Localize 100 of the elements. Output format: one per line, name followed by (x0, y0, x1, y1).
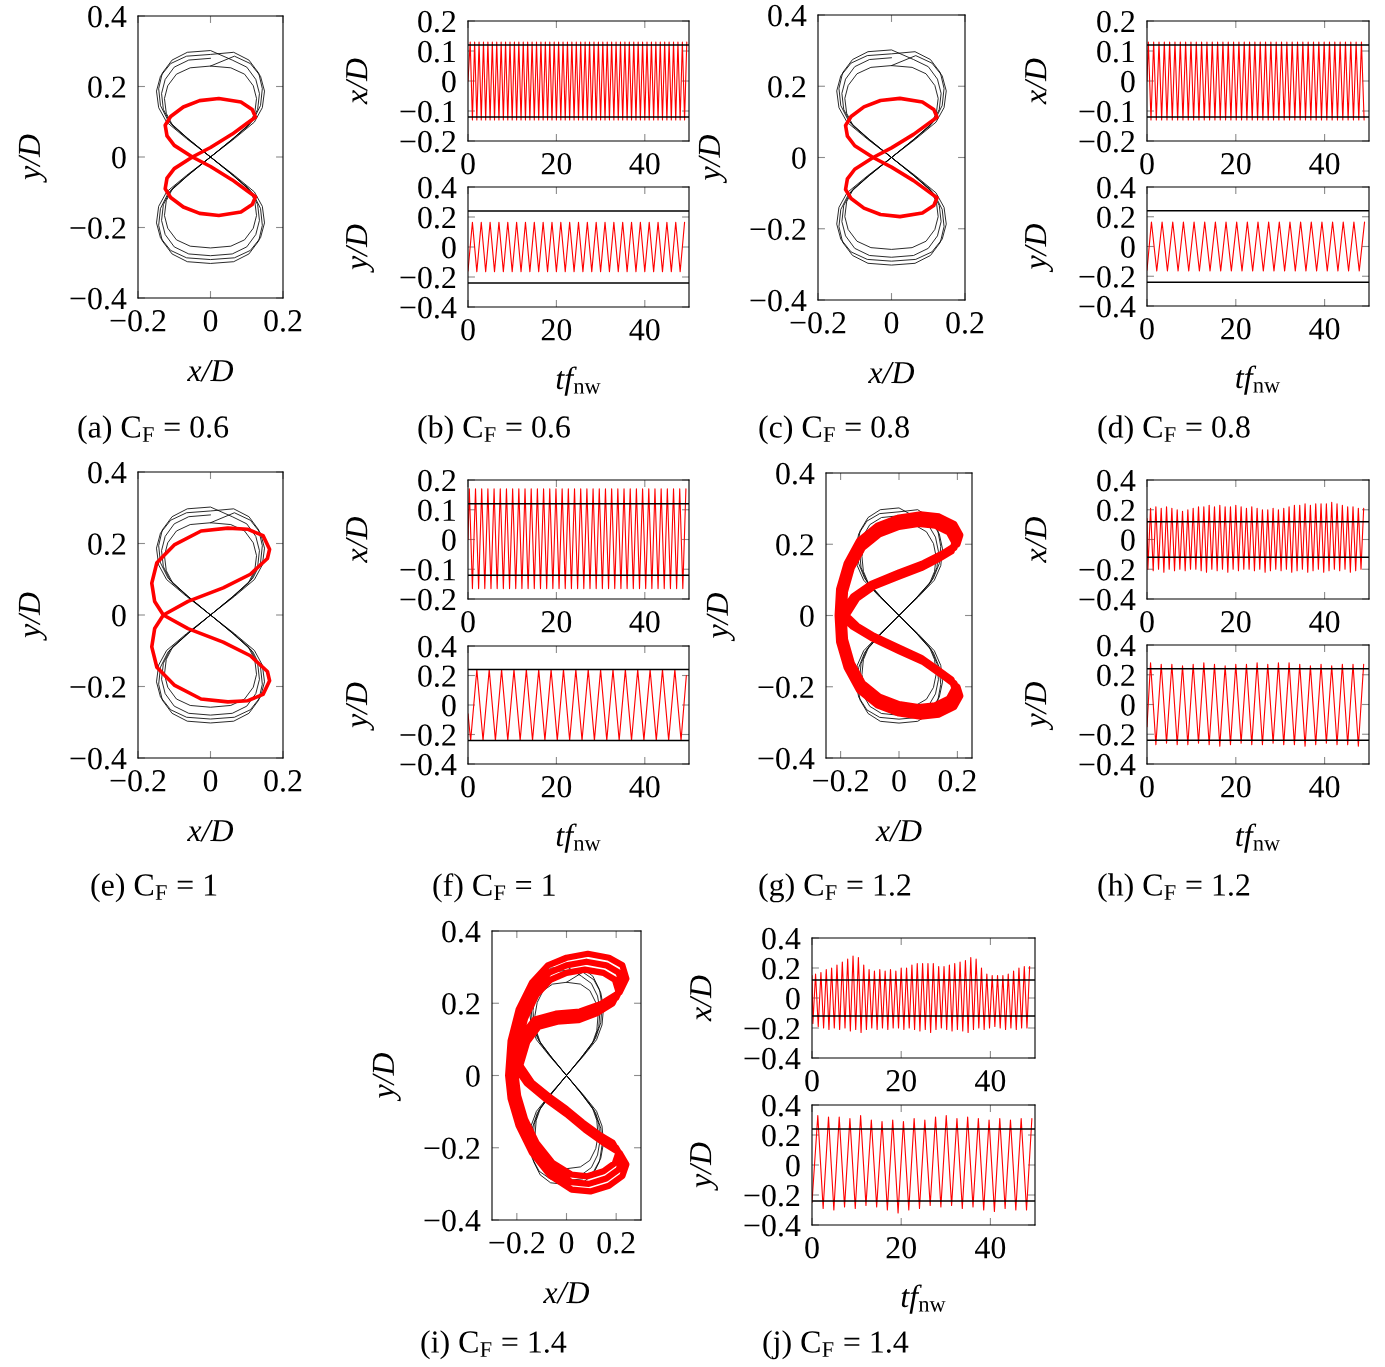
y-tick-label: 0 (442, 694, 456, 717)
y-tick-label: −0.4 (70, 287, 127, 310)
line-series (812, 955, 1031, 1034)
y-tick-label: 0.2 (418, 469, 456, 492)
x-tick-label: 0 (1140, 611, 1154, 633)
x-axis-title: tf$_{nw}$ (1236, 365, 1281, 395)
text: (d) C$_{F}$ = 0.8 (1098, 415, 1250, 445)
y-tick-label: −0.2 (400, 724, 456, 747)
x-tick-label: 0 (1140, 776, 1154, 798)
y-tick-label: 0.4 (1097, 634, 1136, 657)
y-tick-label: −0.2 (1079, 724, 1135, 746)
y-tick-label: 0.2 (418, 206, 456, 229)
y-tick-label: 0 (442, 529, 456, 551)
y-axis-title: x/D (346, 58, 368, 105)
y-tick-label: −0.2 (400, 588, 456, 611)
x-axis-title: x/D (187, 360, 234, 382)
x-tick-label: 40 (1309, 776, 1340, 798)
x-tick-label: −0.2 (813, 770, 868, 792)
x-axis-title: x/D (187, 820, 234, 842)
x-tick-label: 20 (541, 776, 572, 798)
line-series (1147, 662, 1365, 747)
y-tick-label: 0.1 (418, 40, 455, 63)
y-tick-label: −0.4 (400, 753, 457, 776)
line-series (156, 506, 265, 724)
x-axis-title: tf$_{nw}$ (556, 366, 601, 396)
text: (i) C$_{F}$ = 1.4 (421, 1330, 567, 1360)
y-tick-label: 0 (786, 1154, 800, 1177)
y-tick-label: −0.4 (744, 1047, 801, 1070)
y-axis-title: y/D (18, 592, 47, 641)
y-tick-label: −0.4 (1079, 753, 1136, 776)
x-tick-label: 0 (884, 312, 899, 334)
y-tick-label: 0.2 (1097, 499, 1135, 522)
x-tick-label: 40 (975, 1070, 1006, 1092)
y-tick-label: 0.4 (768, 4, 807, 27)
y-tick-label: 0 (1121, 529, 1135, 551)
x-tick-label: 0 (203, 310, 218, 332)
y-tick-label: 0.2 (762, 957, 800, 980)
x-axis-title: tf$_{nw}$ (556, 823, 601, 853)
x-tick-label: 20 (541, 611, 572, 633)
line-series (156, 50, 265, 264)
y-tick-label: 0 (1121, 236, 1135, 258)
x-tick-label: 40 (629, 776, 660, 798)
x-tick-label: 20 (886, 1237, 916, 1259)
y-tick-label: 0.2 (768, 76, 806, 98)
y-tick-label: −0.2 (424, 1137, 480, 1160)
text: (e) C$_{F}$ = 1 (91, 873, 217, 903)
x-tick-label: 0 (1140, 153, 1154, 175)
x-tick-label: 20 (1221, 318, 1251, 340)
text: (b) C$_{F}$ = 0.6 (418, 415, 570, 445)
y-tick-label: −0.4 (424, 1209, 481, 1232)
x-tick-label: 20 (541, 319, 572, 341)
x-tick-label: 0 (559, 1232, 574, 1254)
x-tick-label: 40 (1309, 318, 1340, 340)
x-axis-title: x/D (543, 1282, 590, 1304)
x-tick-label: 0.2 (264, 310, 302, 332)
y-tick-label: −0.4 (1079, 295, 1136, 318)
x-tick-label: 0.2 (597, 1232, 635, 1254)
y-tick-label: 0.4 (88, 5, 127, 28)
y-tick-label: 0.4 (762, 927, 801, 950)
x-axis-title: tf$_{nw}$ (1236, 823, 1281, 853)
x-tick-label: 0.2 (938, 770, 976, 792)
y-tick-label: 0.2 (88, 76, 126, 99)
y-tick-label: −0.2 (750, 218, 806, 241)
x-tick-label: 20 (1221, 776, 1251, 798)
y-tick-label: −0.1 (400, 559, 455, 581)
y-axis-title: x/D (1025, 516, 1047, 563)
x-tick-label: 40 (629, 153, 660, 175)
y-axis-title: y/D (18, 134, 47, 183)
y-tick-label: 0.4 (762, 1094, 801, 1117)
y-tick-label: 0.1 (1097, 40, 1134, 63)
y-axis-title: y/D (1024, 223, 1053, 273)
y-axis-title: y/D (689, 1142, 718, 1191)
y-tick-label: 0.2 (1097, 664, 1135, 687)
y-tick-label: −0.4 (400, 296, 457, 319)
y-tick-label: 0.4 (442, 920, 481, 943)
y-tick-label: 0 (442, 70, 456, 93)
x-tick-label: 0.2 (946, 312, 984, 334)
y-tick-label: −0.1 (1079, 100, 1134, 123)
x-axis-title: x/D (868, 362, 915, 384)
text: (h) C$_{F}$ = 1.2 (1098, 873, 1250, 903)
y-tick-label: 0 (1121, 70, 1135, 93)
y-tick-label: −0.4 (750, 289, 807, 312)
y-tick-label: −0.2 (70, 217, 126, 240)
y-tick-label: −0.2 (758, 676, 814, 699)
y-tick-label: 0.4 (88, 461, 127, 484)
y-tick-label: −0.2 (1079, 266, 1135, 288)
x-tick-label: 40 (629, 611, 660, 633)
y-tick-label: 0.2 (442, 993, 480, 1015)
x-tick-label: 40 (1309, 611, 1340, 633)
x-tick-label: 40 (975, 1237, 1006, 1259)
y-tick-label: −0.4 (70, 747, 127, 770)
y-tick-label: 0 (786, 987, 800, 1010)
y-tick-label: −0.4 (758, 747, 815, 770)
y-tick-label: −0.2 (744, 1184, 800, 1207)
y-axis-title: x/D (1025, 58, 1047, 105)
y-tick-label: −0.1 (400, 100, 455, 123)
y-tick-label: 0 (1121, 694, 1135, 716)
line-series (843, 96, 939, 219)
text: (a) C$_{F}$ = 0.6 (78, 415, 229, 445)
y-axis-title: y/D (345, 682, 374, 731)
